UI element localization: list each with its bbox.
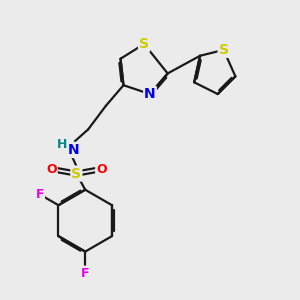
Text: S: S [139, 37, 149, 51]
Text: N: N [144, 87, 156, 101]
Text: O: O [46, 163, 57, 176]
Text: F: F [36, 188, 44, 201]
Text: N: N [68, 143, 80, 157]
Text: H: H [57, 138, 68, 151]
Text: F: F [81, 267, 89, 280]
Text: S: S [71, 167, 81, 181]
Text: O: O [96, 163, 107, 176]
Text: S: S [219, 43, 229, 57]
